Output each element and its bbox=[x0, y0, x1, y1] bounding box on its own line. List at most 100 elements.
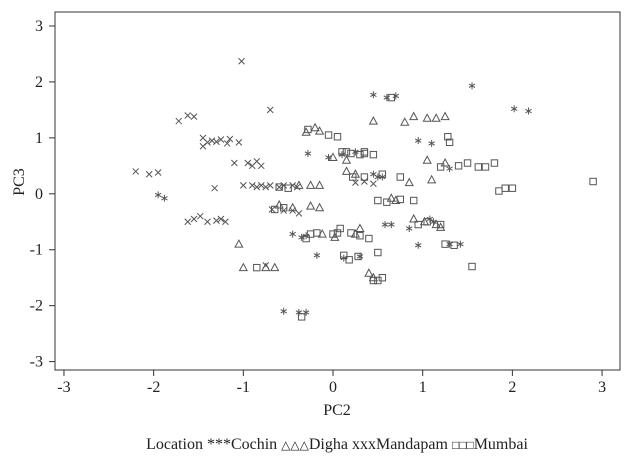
point-mumbai bbox=[347, 149, 355, 158]
point-mumbai bbox=[354, 252, 362, 261]
point-mandapam bbox=[196, 212, 204, 220]
point-mandapam bbox=[235, 138, 243, 146]
point-mandapam bbox=[239, 182, 247, 189]
point-mandapam bbox=[213, 217, 220, 225]
point-mumbai bbox=[436, 220, 445, 229]
point-mandapam bbox=[190, 113, 198, 120]
point-cochin bbox=[356, 252, 364, 260]
point-mandapam bbox=[248, 182, 256, 189]
point-cochin bbox=[414, 241, 422, 249]
point-mumbai bbox=[360, 148, 369, 156]
point-cochin bbox=[298, 233, 305, 241]
point-mandapam bbox=[204, 218, 211, 226]
point-digha bbox=[422, 113, 432, 122]
point-mumbai bbox=[345, 256, 353, 264]
point-cochin bbox=[280, 307, 287, 315]
point-mumbai bbox=[387, 93, 396, 102]
legend-symbol-mandapam: xxx bbox=[352, 436, 376, 453]
point-mumbai bbox=[414, 220, 422, 229]
point-mumbai bbox=[374, 248, 382, 257]
point-mumbai bbox=[253, 263, 261, 272]
y-tick-label: -2 bbox=[30, 298, 43, 315]
point-mumbai bbox=[275, 183, 283, 191]
point-mandapam bbox=[244, 159, 252, 167]
point-mandapam bbox=[370, 180, 377, 188]
x-tick-label: -1 bbox=[237, 379, 250, 396]
point-mandapam bbox=[266, 182, 274, 189]
point-cochin bbox=[510, 105, 518, 113]
y-tick-label: 0 bbox=[35, 186, 43, 203]
legend-label-digha: Digha bbox=[309, 436, 352, 453]
point-cochin bbox=[381, 221, 389, 229]
point-mandapam bbox=[211, 184, 218, 192]
legend-title: Location bbox=[146, 436, 207, 453]
point-mandapam bbox=[175, 117, 183, 125]
point-mandapam bbox=[199, 142, 207, 150]
point-mumbai bbox=[342, 148, 351, 156]
legend-symbol-mumbai: □□□ bbox=[452, 438, 474, 452]
point-mumbai bbox=[445, 138, 454, 147]
point-cochin bbox=[414, 137, 422, 145]
point-digha bbox=[435, 222, 446, 231]
point-mumbai bbox=[347, 229, 355, 237]
point-cochin bbox=[525, 107, 532, 115]
point-cochin bbox=[289, 230, 296, 238]
point-digha bbox=[328, 152, 338, 161]
point-mumbai bbox=[454, 162, 463, 170]
point-digha bbox=[234, 239, 244, 248]
point-digha bbox=[386, 193, 396, 202]
point-digha bbox=[409, 111, 419, 121]
point-mandapam bbox=[262, 262, 270, 269]
point-mumbai bbox=[374, 196, 382, 205]
point-mandapam bbox=[238, 57, 245, 65]
point-mandapam bbox=[217, 215, 225, 223]
y-tick-label: 1 bbox=[35, 130, 43, 147]
point-digha bbox=[404, 177, 414, 187]
point-mumbai bbox=[279, 204, 288, 212]
point-cochin bbox=[313, 251, 321, 259]
point-mumbai bbox=[284, 184, 292, 192]
point-mandapam bbox=[262, 183, 270, 191]
point-mumbai bbox=[396, 173, 404, 181]
y-tick-label: 3 bbox=[35, 18, 43, 35]
point-digha bbox=[314, 180, 325, 189]
point-cochin bbox=[430, 218, 437, 226]
point-mumbai bbox=[302, 234, 310, 243]
point-cochin bbox=[383, 94, 391, 102]
y-axis-title: PC3 bbox=[11, 168, 28, 196]
point-mandapam bbox=[154, 169, 162, 176]
x-tick-label: 1 bbox=[419, 379, 427, 396]
point-mumbai bbox=[589, 177, 597, 186]
x-tick-label: -2 bbox=[147, 379, 160, 396]
point-mumbai bbox=[441, 240, 449, 248]
point-digha bbox=[305, 201, 316, 210]
point-mumbai bbox=[423, 218, 431, 226]
point-mumbai bbox=[450, 241, 458, 249]
point-mumbai bbox=[481, 163, 490, 171]
point-mandapam bbox=[231, 159, 238, 167]
point-mumbai bbox=[444, 133, 452, 141]
point-mumbai bbox=[468, 262, 476, 271]
point-mandapam bbox=[361, 178, 368, 185]
point-digha bbox=[400, 117, 410, 126]
point-mandapam bbox=[190, 215, 198, 223]
point-mandapam bbox=[268, 206, 276, 213]
y-axis-ticks: 3 2 1 0 -1 -2 -3 bbox=[30, 18, 55, 371]
point-mumbai bbox=[508, 184, 517, 192]
point-mumbai bbox=[329, 230, 337, 238]
point-digha bbox=[364, 268, 374, 277]
point-digha bbox=[314, 126, 325, 135]
point-mumbai bbox=[349, 173, 357, 181]
point-mumbai bbox=[356, 232, 364, 240]
point-digha bbox=[391, 195, 401, 205]
point-cochin bbox=[446, 240, 453, 248]
point-digha bbox=[440, 157, 450, 167]
point-digha bbox=[355, 223, 365, 232]
legend-label-mumbai: Mumbai bbox=[474, 436, 529, 453]
point-mumbai bbox=[374, 276, 382, 285]
point-digha bbox=[422, 155, 432, 164]
point-mumbai bbox=[474, 163, 483, 171]
y-tick-label: -1 bbox=[30, 242, 43, 259]
point-digha bbox=[431, 219, 441, 229]
